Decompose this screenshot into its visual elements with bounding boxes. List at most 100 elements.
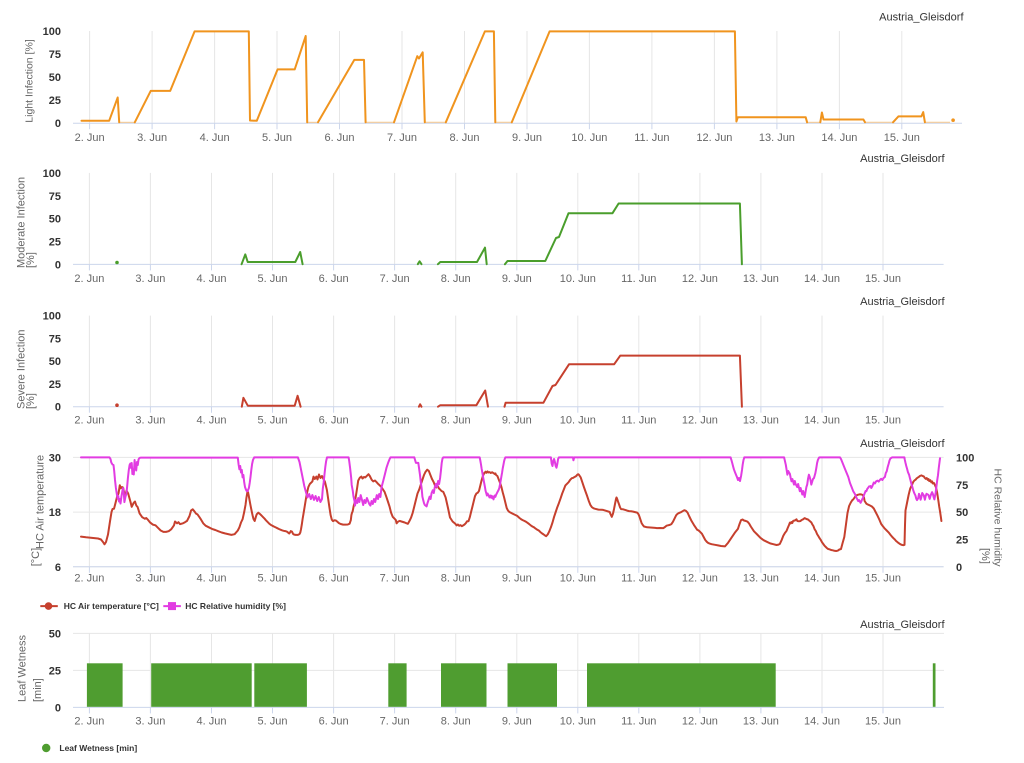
svg-text:100: 100 bbox=[43, 168, 61, 180]
svg-text:9. Jun: 9. Jun bbox=[512, 132, 542, 144]
svg-text:14. Jun: 14. Jun bbox=[804, 415, 840, 427]
svg-text:25: 25 bbox=[956, 534, 968, 546]
svg-text:75: 75 bbox=[49, 333, 61, 345]
svg-text:15. Jun: 15. Jun bbox=[865, 573, 901, 585]
svg-text:0: 0 bbox=[55, 259, 61, 271]
svg-text:0: 0 bbox=[956, 562, 962, 574]
svg-text:0: 0 bbox=[55, 702, 61, 714]
svg-text:11. Jun: 11. Jun bbox=[621, 415, 656, 427]
svg-text:75: 75 bbox=[49, 49, 61, 61]
svg-text:18: 18 bbox=[49, 507, 61, 519]
svg-text:13. Jun: 13. Jun bbox=[743, 273, 779, 285]
svg-text:14. Jun: 14. Jun bbox=[821, 132, 857, 144]
svg-text:13. Jun: 13. Jun bbox=[743, 573, 779, 585]
svg-text:9. Jun: 9. Jun bbox=[502, 415, 532, 427]
svg-text:15. Jun: 15. Jun bbox=[884, 132, 920, 144]
svg-text:12. Jun: 12. Jun bbox=[682, 716, 718, 728]
svg-text:5. Jun: 5. Jun bbox=[262, 132, 292, 144]
svg-text:[min]: [min] bbox=[32, 678, 44, 702]
svg-text:4. Jun: 4. Jun bbox=[197, 273, 227, 285]
svg-text:5. Jun: 5. Jun bbox=[258, 415, 288, 427]
svg-text:2. Jun: 2. Jun bbox=[74, 573, 104, 585]
svg-text:[%]: [%] bbox=[25, 252, 37, 268]
svg-text:14. Jun: 14. Jun bbox=[804, 716, 840, 728]
svg-text:[%]: [%] bbox=[979, 548, 991, 564]
svg-text:13. Jun: 13. Jun bbox=[743, 716, 779, 728]
svg-text:2. Jun: 2. Jun bbox=[74, 415, 104, 427]
svg-text:7. Jun: 7. Jun bbox=[387, 132, 417, 144]
svg-text:Leaf Wetness [min]: Leaf Wetness [min] bbox=[59, 743, 137, 753]
svg-text:6: 6 bbox=[55, 562, 61, 574]
svg-text:[°C]: [°C] bbox=[30, 548, 42, 566]
svg-text:HC Air temperature: HC Air temperature bbox=[35, 455, 47, 549]
svg-text:12. Jun: 12. Jun bbox=[682, 415, 718, 427]
svg-text:10. Jun: 10. Jun bbox=[560, 273, 596, 285]
svg-text:50: 50 bbox=[956, 507, 968, 519]
svg-text:Austria_Gleisdorf: Austria_Gleisdorf bbox=[860, 438, 945, 450]
svg-text:5. Jun: 5. Jun bbox=[258, 573, 288, 585]
svg-text:6. Jun: 6. Jun bbox=[319, 716, 349, 728]
svg-text:25: 25 bbox=[49, 95, 61, 107]
svg-text:12. Jun: 12. Jun bbox=[682, 573, 718, 585]
svg-text:0: 0 bbox=[55, 118, 61, 130]
svg-text:8. Jun: 8. Jun bbox=[441, 273, 471, 285]
svg-text:7. Jun: 7. Jun bbox=[380, 415, 410, 427]
svg-text:8. Jun: 8. Jun bbox=[441, 573, 471, 585]
svg-text:10. Jun: 10. Jun bbox=[560, 415, 596, 427]
svg-text:Austria_Gleisdorf: Austria_Gleisdorf bbox=[879, 11, 964, 23]
svg-text:9. Jun: 9. Jun bbox=[502, 716, 532, 728]
svg-text:13. Jun: 13. Jun bbox=[743, 415, 779, 427]
svg-text:5. Jun: 5. Jun bbox=[258, 716, 288, 728]
svg-text:0: 0 bbox=[55, 402, 61, 414]
svg-text:10. Jun: 10. Jun bbox=[560, 573, 596, 585]
svg-text:8. Jun: 8. Jun bbox=[450, 132, 480, 144]
svg-text:5. Jun: 5. Jun bbox=[258, 273, 288, 285]
svg-text:Moderate Infection: Moderate Infection bbox=[16, 177, 28, 268]
svg-text:50: 50 bbox=[49, 628, 61, 640]
svg-text:75: 75 bbox=[956, 480, 968, 492]
svg-text:Severe Infection: Severe Infection bbox=[16, 330, 28, 410]
svg-text:7. Jun: 7. Jun bbox=[380, 273, 410, 285]
svg-text:HC Air temperature [°C]: HC Air temperature [°C] bbox=[64, 601, 159, 611]
svg-text:11. Jun: 11. Jun bbox=[621, 273, 656, 285]
svg-text:50: 50 bbox=[49, 356, 61, 368]
svg-text:7. Jun: 7. Jun bbox=[380, 573, 410, 585]
svg-text:6. Jun: 6. Jun bbox=[319, 273, 349, 285]
svg-text:14. Jun: 14. Jun bbox=[804, 273, 840, 285]
svg-text:HC Relative humidity [%]: HC Relative humidity [%] bbox=[185, 601, 286, 611]
svg-text:4. Jun: 4. Jun bbox=[197, 716, 227, 728]
svg-text:100: 100 bbox=[43, 26, 61, 38]
svg-text:8. Jun: 8. Jun bbox=[441, 716, 471, 728]
svg-text:HC Relative humidity: HC Relative humidity bbox=[992, 469, 1004, 568]
svg-text:6. Jun: 6. Jun bbox=[319, 573, 349, 585]
svg-text:Austria_Gleisdorf: Austria_Gleisdorf bbox=[860, 296, 945, 308]
svg-text:Light Infection [%]: Light Infection [%] bbox=[24, 39, 36, 123]
svg-text:15. Jun: 15. Jun bbox=[865, 415, 901, 427]
svg-text:25: 25 bbox=[49, 379, 61, 391]
svg-text:4. Jun: 4. Jun bbox=[197, 573, 227, 585]
svg-text:15. Jun: 15. Jun bbox=[865, 273, 901, 285]
svg-text:30: 30 bbox=[49, 452, 61, 464]
svg-text:12. Jun: 12. Jun bbox=[682, 273, 718, 285]
svg-text:10. Jun: 10. Jun bbox=[560, 716, 596, 728]
svg-text:4. Jun: 4. Jun bbox=[197, 415, 227, 427]
svg-text:3. Jun: 3. Jun bbox=[135, 415, 165, 427]
svg-text:6. Jun: 6. Jun bbox=[319, 415, 349, 427]
svg-text:[%]: [%] bbox=[25, 393, 37, 409]
svg-text:12. Jun: 12. Jun bbox=[696, 132, 732, 144]
svg-text:Austria_Gleisdorf: Austria_Gleisdorf bbox=[860, 153, 945, 165]
svg-text:Austria_Gleisdorf: Austria_Gleisdorf bbox=[860, 619, 945, 631]
svg-text:9. Jun: 9. Jun bbox=[502, 573, 532, 585]
svg-text:11. Jun: 11. Jun bbox=[621, 573, 656, 585]
svg-text:2. Jun: 2. Jun bbox=[74, 273, 104, 285]
svg-text:15. Jun: 15. Jun bbox=[865, 716, 901, 728]
svg-text:3. Jun: 3. Jun bbox=[135, 716, 165, 728]
svg-text:11. Jun: 11. Jun bbox=[621, 716, 656, 728]
svg-text:2. Jun: 2. Jun bbox=[74, 716, 104, 728]
svg-text:13. Jun: 13. Jun bbox=[759, 132, 795, 144]
svg-text:25: 25 bbox=[49, 237, 61, 249]
svg-text:14. Jun: 14. Jun bbox=[804, 573, 840, 585]
svg-text:6. Jun: 6. Jun bbox=[325, 132, 355, 144]
svg-text:50: 50 bbox=[49, 72, 61, 84]
svg-text:100: 100 bbox=[956, 452, 974, 464]
